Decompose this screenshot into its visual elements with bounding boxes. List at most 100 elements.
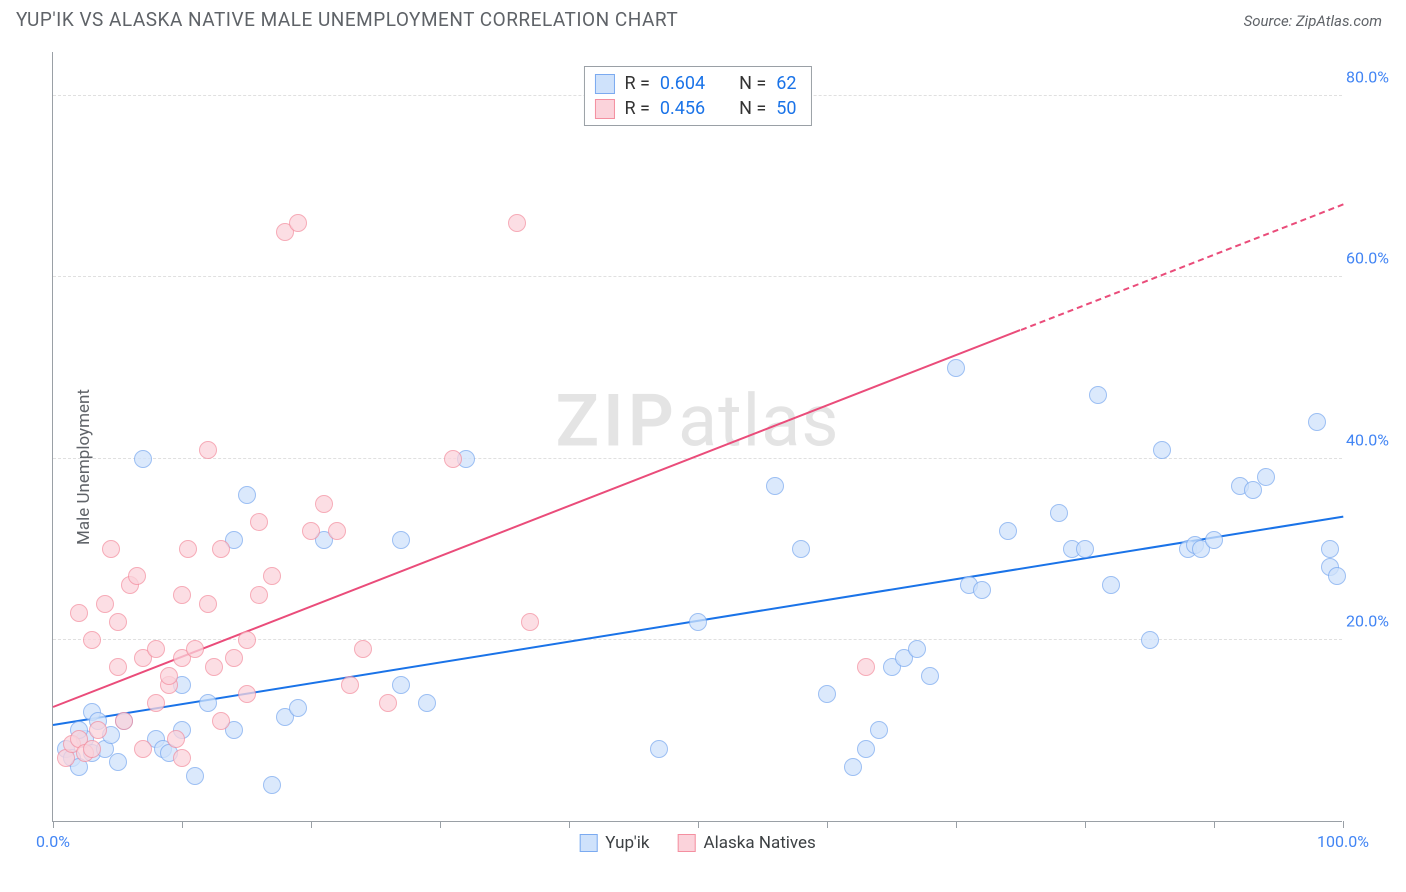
data-point	[186, 767, 204, 785]
data-point	[160, 667, 178, 685]
data-point	[392, 676, 410, 694]
data-point	[792, 540, 810, 558]
data-point	[167, 730, 185, 748]
data-point	[109, 613, 127, 631]
data-point	[1244, 481, 1262, 499]
data-point	[354, 640, 372, 658]
data-point	[109, 753, 127, 771]
y-tick-label: 20.0%	[1346, 611, 1398, 630]
stats-legend-row: R = 0.456 N = 50	[594, 98, 796, 119]
data-point	[83, 631, 101, 649]
data-point	[1050, 504, 1068, 522]
scatter-plot: ZIPatlas R = 0.604N = 62R = 0.456N = 50 …	[52, 52, 1342, 822]
n-label: N =	[739, 73, 766, 94]
x-tick	[698, 821, 699, 828]
data-point	[289, 699, 307, 717]
data-point	[199, 441, 217, 459]
stats-legend: R = 0.604 N = 62 R = 0.456 N = 50	[583, 66, 811, 126]
data-point	[263, 776, 281, 794]
data-point	[186, 640, 204, 658]
stats-legend-row: R = 0.604 N = 62	[594, 73, 796, 94]
data-point	[70, 604, 88, 622]
data-point	[857, 740, 875, 758]
data-point	[89, 721, 107, 739]
data-point	[102, 540, 120, 558]
legend-label: Alaska Natives	[703, 833, 815, 853]
trend-line	[1020, 203, 1343, 331]
data-point	[1141, 631, 1159, 649]
legend-label: Yup'ik	[605, 833, 649, 853]
data-point	[199, 595, 217, 613]
data-point	[212, 712, 230, 730]
gridline	[53, 458, 1342, 459]
data-point	[766, 477, 784, 495]
data-point	[147, 640, 165, 658]
series-legend: Yup'ik Alaska Natives	[579, 833, 816, 853]
data-point	[115, 712, 133, 730]
data-point	[83, 740, 101, 758]
data-point	[379, 694, 397, 712]
data-point	[844, 758, 862, 776]
legend-item: Alaska Natives	[677, 833, 815, 853]
data-point	[508, 214, 526, 232]
r-value: 0.604	[660, 73, 705, 94]
legend-swatch	[677, 834, 695, 852]
x-tick	[827, 821, 828, 828]
watermark-bold: ZIP	[555, 379, 677, 464]
data-point	[302, 522, 320, 540]
x-tick	[1343, 821, 1344, 828]
legend-swatch	[594, 99, 614, 119]
x-tick	[956, 821, 957, 828]
n-label: N =	[739, 98, 766, 119]
data-point	[173, 586, 191, 604]
chart-title: YUP'IK VS ALASKA NATIVE MALE UNEMPLOYMEN…	[16, 8, 678, 31]
y-tick-label: 80.0%	[1346, 68, 1398, 87]
data-point	[392, 531, 410, 549]
data-point	[263, 567, 281, 585]
legend-swatch	[579, 834, 597, 852]
data-point	[1321, 540, 1339, 558]
data-point	[1089, 386, 1107, 404]
watermark-rest: atlas	[678, 379, 840, 464]
data-point	[521, 613, 539, 631]
data-point	[689, 613, 707, 631]
n-value: 50	[776, 98, 796, 119]
data-point	[650, 740, 668, 758]
data-point	[199, 694, 217, 712]
data-point	[212, 540, 230, 558]
data-point	[444, 450, 462, 468]
n-value: 62	[776, 73, 796, 94]
data-point	[973, 581, 991, 599]
data-point	[1205, 531, 1223, 549]
watermark: ZIPatlas	[555, 379, 839, 464]
title-bar: YUP'IK VS ALASKA NATIVE MALE UNEMPLOYMEN…	[0, 0, 1406, 37]
data-point	[134, 740, 152, 758]
x-tick	[440, 821, 441, 828]
data-point	[1328, 567, 1346, 585]
x-tick	[1085, 821, 1086, 828]
data-point	[96, 595, 114, 613]
data-point	[128, 567, 146, 585]
data-point	[908, 640, 926, 658]
data-point	[238, 631, 256, 649]
data-point	[238, 486, 256, 504]
data-point	[238, 685, 256, 703]
data-point	[315, 495, 333, 513]
data-point	[341, 676, 359, 694]
gridline	[53, 276, 1342, 277]
data-point	[147, 694, 165, 712]
x-tick	[53, 821, 54, 828]
x-tick	[182, 821, 183, 828]
y-tick-label: 60.0%	[1346, 249, 1398, 268]
data-point	[134, 450, 152, 468]
data-point	[289, 214, 307, 232]
x-tick	[569, 821, 570, 828]
data-point	[1102, 576, 1120, 594]
r-label: R =	[624, 98, 649, 119]
r-value: 0.456	[660, 98, 705, 119]
data-point	[1076, 540, 1094, 558]
data-point	[250, 586, 268, 604]
data-point	[1153, 441, 1171, 459]
source-attribution: Source: ZipAtlas.com	[1244, 12, 1382, 30]
r-label: R =	[624, 73, 649, 94]
